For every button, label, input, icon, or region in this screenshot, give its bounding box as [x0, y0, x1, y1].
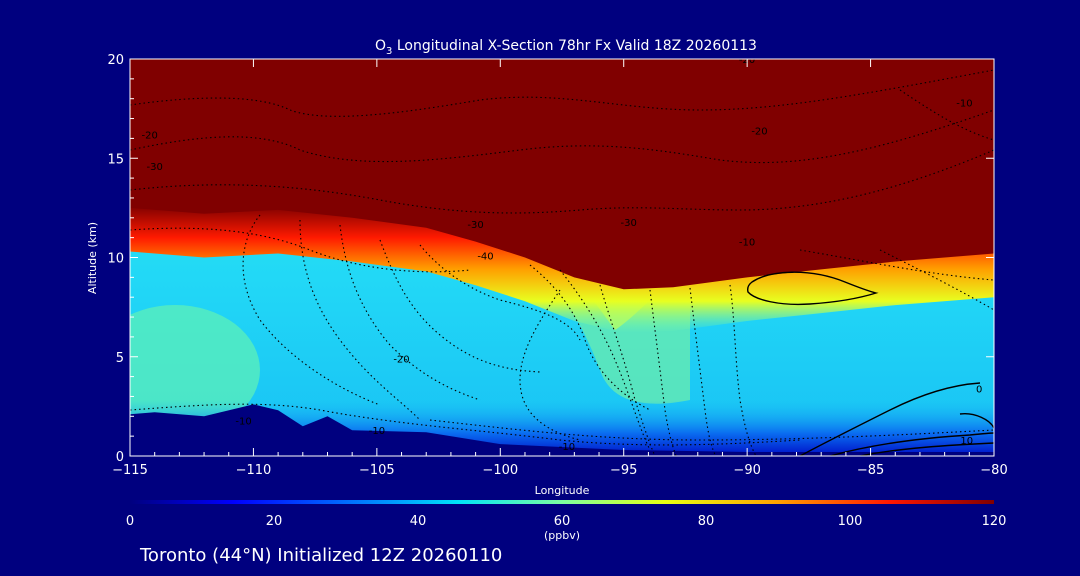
colorbar-tick-label: 80 — [698, 514, 715, 529]
contour-label: -10 — [559, 442, 575, 453]
y-tick-label: 5 — [116, 351, 124, 366]
colorbar-tick-label: 60 — [554, 514, 571, 529]
x-tick-label: −95 — [610, 463, 637, 478]
contour-label: -10 — [235, 416, 251, 427]
contour-labels: -20-30-30 -30-40-10-10-20-10-10-10010-20-… — [142, 59, 983, 453]
x-axis-label: Longitude — [535, 484, 590, 497]
contour-label: -30 — [621, 218, 637, 229]
contour-label: -30 — [147, 162, 163, 173]
footer-caption: Toronto (44°N) Initialized 12Z 20260110 — [139, 545, 502, 566]
x-tick-label: −85 — [857, 463, 884, 478]
colorbar-tick-label: 0 — [126, 514, 134, 529]
contour-label: -20 — [751, 127, 767, 138]
y-tick-label: 0 — [116, 450, 124, 465]
contour-label: -20 — [142, 130, 158, 141]
colorbar-tick-label: 40 — [410, 514, 427, 529]
chart-title: O3 Longitudinal X-Section 78hr Fx Valid … — [375, 38, 757, 57]
contour-label: 10 — [960, 436, 973, 447]
contour-label: -10 — [739, 238, 755, 249]
contour-label: -30 — [467, 220, 483, 231]
x-tick-label: −110 — [236, 463, 272, 478]
plot-area: -20-30-30 -30-40-10-10-20-10-10-10010-20-… — [130, 59, 994, 456]
stratosphere-field — [130, 59, 994, 290]
colorbar-tick-label: 100 — [838, 514, 863, 529]
solid-contour-lines — [746, 271, 994, 456]
colorbar-unit-label: (ppbv) — [544, 529, 580, 542]
contour-lines — [130, 69, 994, 456]
x-axis: −115 −110 −105 −100 −95 −90 −85 −80 — [112, 59, 1008, 478]
colorbar-ticks: 0 20 40 60 80 100 120 — [126, 514, 1007, 529]
tropopause-gradient — [130, 205, 994, 333]
x-tick-label: −115 — [112, 463, 148, 478]
x-tick-label: −80 — [980, 463, 1007, 478]
colorbar — [130, 500, 994, 504]
contour-label: 0 — [976, 385, 982, 396]
y-tick-label: 10 — [107, 252, 124, 267]
x-tick-label: −90 — [733, 463, 760, 478]
colorbar-tick-label: 20 — [266, 514, 283, 529]
x-tick-label: −100 — [482, 463, 518, 478]
contour-label: -10 — [369, 426, 385, 437]
contour-label: -40 — [477, 252, 493, 263]
x-tick-label: −105 — [359, 463, 395, 478]
y-tick-label: 20 — [107, 53, 124, 68]
y-axis-label: Altitude (km) — [86, 222, 99, 294]
terrain — [130, 404, 994, 456]
contour-label: -10 — [956, 99, 972, 110]
y-tick-label: 15 — [107, 152, 124, 167]
contour-label: -20 — [393, 355, 409, 366]
y-axis: 0 5 10 15 20 — [107, 53, 994, 465]
colorbar-tick-label: 120 — [982, 514, 1007, 529]
